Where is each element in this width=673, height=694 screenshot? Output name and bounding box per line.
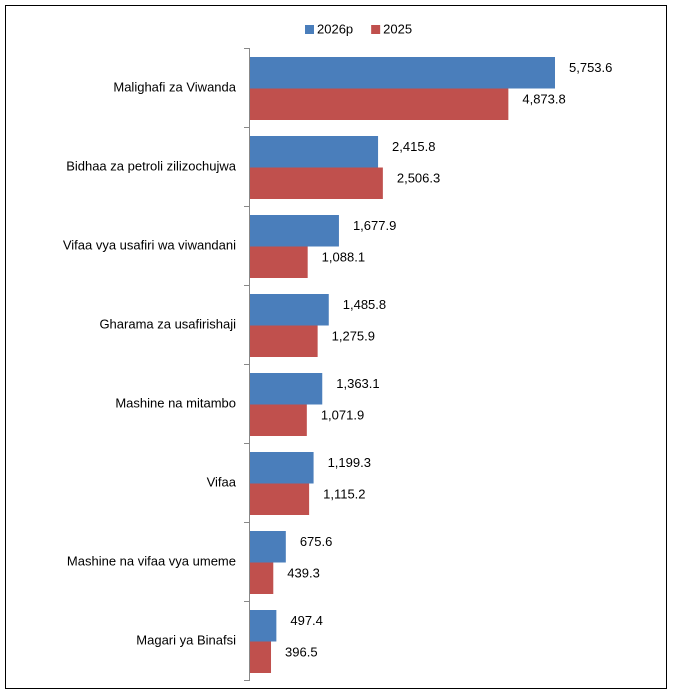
- bar: [250, 483, 310, 515]
- value-label: 1,677.9: [353, 218, 396, 233]
- value-label: 1,071.9: [321, 408, 364, 423]
- value-label: 1,485.8: [343, 297, 386, 312]
- bar: [250, 562, 274, 594]
- legend-swatch: [371, 25, 381, 34]
- y-tick-label: Mashine na vifaa vya umeme: [67, 553, 236, 568]
- value-label: 675.6: [300, 534, 333, 549]
- legend-swatch: [305, 25, 314, 34]
- bar: [250, 246, 308, 278]
- bar: [250, 531, 286, 563]
- value-label: 439.3: [287, 566, 320, 581]
- bar: [250, 167, 383, 199]
- y-tick-label: Malighafi za Viwanda: [113, 79, 236, 94]
- bar: [250, 610, 277, 642]
- bar: [250, 215, 339, 247]
- value-label: 4,873.8: [522, 92, 565, 107]
- bar: [250, 373, 323, 405]
- y-tick-label: Mashine na mitambo: [115, 395, 236, 410]
- legend-label: 2025: [383, 21, 412, 36]
- bar: [250, 325, 318, 357]
- value-label: 1,115.2: [323, 487, 365, 502]
- bar: [250, 404, 307, 436]
- value-label: 2,506.3: [397, 171, 440, 186]
- legend-label: 2026p: [317, 21, 353, 36]
- bar: [250, 294, 329, 326]
- value-label: 497.4: [290, 613, 323, 628]
- bar: [250, 641, 272, 673]
- y-tick-label: Magari ya Binafsi: [136, 632, 236, 647]
- value-label: 1,363.1: [336, 376, 379, 391]
- value-label: 1,088.1: [322, 250, 365, 265]
- bar: [250, 136, 379, 168]
- value-label: 1,275.9: [332, 329, 375, 344]
- value-label: 2,415.8: [392, 139, 435, 154]
- bar: [250, 57, 555, 89]
- y-tick-label: Bidhaa za petroli zilizochujwa: [66, 158, 237, 173]
- y-tick-label: Gharama za usafirishaji: [99, 316, 236, 331]
- y-tick-label: Vifaa: [207, 474, 237, 489]
- bar: [250, 452, 314, 484]
- bar: [250, 88, 509, 120]
- value-label: 5,753.6: [569, 60, 612, 75]
- y-tick-label: Vifaa vya usafiri wa viwandani: [63, 237, 236, 252]
- value-label: 396.5: [285, 645, 318, 660]
- value-label: 1,199.3: [328, 455, 371, 470]
